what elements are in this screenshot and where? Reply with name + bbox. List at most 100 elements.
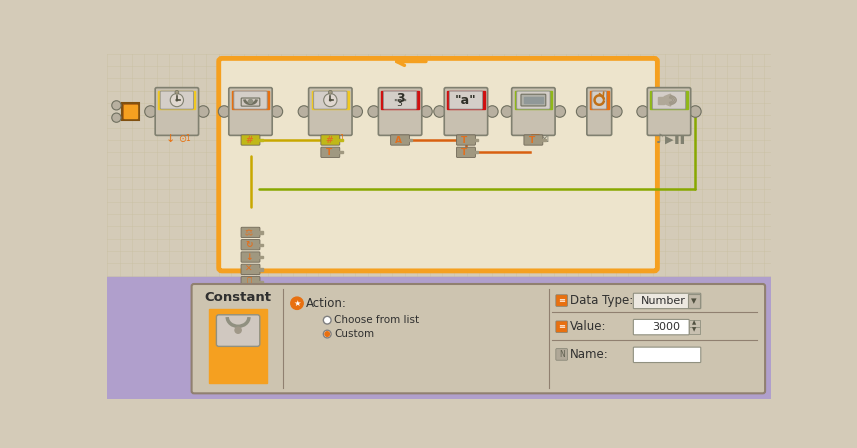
Text: 1: 1 xyxy=(339,134,344,143)
Text: #: # xyxy=(325,135,333,145)
Circle shape xyxy=(145,106,156,117)
Text: T: T xyxy=(530,133,539,146)
Circle shape xyxy=(690,106,701,117)
Text: ▲: ▲ xyxy=(692,321,697,326)
Text: ⏱: ⏱ xyxy=(246,277,252,286)
Text: ⊠: ⊠ xyxy=(540,134,549,144)
Bar xyxy=(259,231,263,233)
Text: ▼: ▼ xyxy=(692,327,697,333)
Text: Data Type:: Data Type: xyxy=(570,293,633,307)
Text: ↓: ↓ xyxy=(245,253,253,262)
FancyBboxPatch shape xyxy=(241,135,260,145)
Bar xyxy=(689,327,700,334)
Bar xyxy=(650,90,687,109)
FancyBboxPatch shape xyxy=(321,147,339,158)
Text: Number: Number xyxy=(641,296,686,306)
FancyBboxPatch shape xyxy=(241,252,260,262)
FancyBboxPatch shape xyxy=(556,349,567,360)
Text: T: T xyxy=(529,135,535,145)
Text: Name:: Name: xyxy=(570,348,608,361)
Bar xyxy=(339,139,343,141)
Circle shape xyxy=(298,106,309,117)
Bar xyxy=(209,310,267,383)
FancyBboxPatch shape xyxy=(457,147,476,158)
Bar xyxy=(475,139,478,141)
Circle shape xyxy=(554,106,566,117)
Bar xyxy=(447,90,484,109)
Text: Choose from list: Choose from list xyxy=(334,315,419,325)
FancyBboxPatch shape xyxy=(217,315,260,346)
Bar xyxy=(475,151,478,154)
Bar xyxy=(159,90,195,109)
Circle shape xyxy=(219,106,230,117)
Circle shape xyxy=(328,90,333,94)
Circle shape xyxy=(323,316,331,324)
FancyBboxPatch shape xyxy=(633,319,689,335)
FancyBboxPatch shape xyxy=(517,91,550,109)
FancyBboxPatch shape xyxy=(379,88,422,135)
Text: ↻: ↻ xyxy=(245,240,253,249)
Circle shape xyxy=(323,330,331,338)
FancyBboxPatch shape xyxy=(309,88,352,135)
Bar xyxy=(259,268,263,271)
FancyBboxPatch shape xyxy=(383,91,417,109)
FancyBboxPatch shape xyxy=(160,91,194,109)
Bar xyxy=(689,320,700,327)
Bar xyxy=(590,90,608,109)
Bar xyxy=(259,256,263,258)
Text: ⚖: ⚖ xyxy=(245,228,253,237)
FancyBboxPatch shape xyxy=(444,88,488,135)
FancyBboxPatch shape xyxy=(241,227,260,237)
Bar xyxy=(688,294,700,308)
Circle shape xyxy=(235,327,241,333)
Bar xyxy=(339,151,343,154)
Text: Value:: Value: xyxy=(570,320,606,333)
Text: ≡: ≡ xyxy=(558,296,565,305)
Text: Constant: Constant xyxy=(205,291,272,304)
Bar xyxy=(515,90,552,109)
Bar xyxy=(124,105,136,118)
Circle shape xyxy=(637,106,649,117)
FancyBboxPatch shape xyxy=(241,276,260,287)
Text: ▐▐: ▐▐ xyxy=(672,135,685,144)
Text: T: T xyxy=(461,148,468,157)
Circle shape xyxy=(271,106,283,117)
Text: ⊙: ⊙ xyxy=(178,134,186,144)
Bar xyxy=(107,277,771,399)
Bar xyxy=(312,90,349,109)
Circle shape xyxy=(325,332,330,336)
Circle shape xyxy=(351,106,363,117)
Circle shape xyxy=(487,106,498,117)
Circle shape xyxy=(111,113,121,122)
Text: "3": "3" xyxy=(393,99,407,108)
Circle shape xyxy=(175,90,179,94)
Circle shape xyxy=(501,106,512,117)
Circle shape xyxy=(421,106,432,117)
Circle shape xyxy=(577,106,588,117)
Text: ≡: ≡ xyxy=(558,322,565,331)
Bar xyxy=(658,97,664,103)
Text: #: # xyxy=(245,135,253,145)
FancyBboxPatch shape xyxy=(512,88,555,135)
FancyBboxPatch shape xyxy=(229,88,273,135)
FancyBboxPatch shape xyxy=(633,347,701,362)
Bar xyxy=(122,103,139,120)
FancyBboxPatch shape xyxy=(592,91,607,109)
Text: Custom: Custom xyxy=(334,329,375,339)
Bar xyxy=(259,280,263,283)
FancyBboxPatch shape xyxy=(314,91,347,109)
Circle shape xyxy=(197,106,209,117)
Bar xyxy=(259,139,263,141)
Circle shape xyxy=(176,99,177,101)
FancyBboxPatch shape xyxy=(556,321,567,332)
FancyBboxPatch shape xyxy=(241,240,260,250)
FancyBboxPatch shape xyxy=(457,135,476,145)
Text: A: A xyxy=(395,135,402,145)
Bar xyxy=(409,139,412,141)
FancyBboxPatch shape xyxy=(449,91,482,109)
Circle shape xyxy=(249,99,253,103)
Text: ▾: ▾ xyxy=(691,296,697,306)
Text: T: T xyxy=(326,148,332,157)
Circle shape xyxy=(330,99,331,101)
Circle shape xyxy=(324,94,337,107)
